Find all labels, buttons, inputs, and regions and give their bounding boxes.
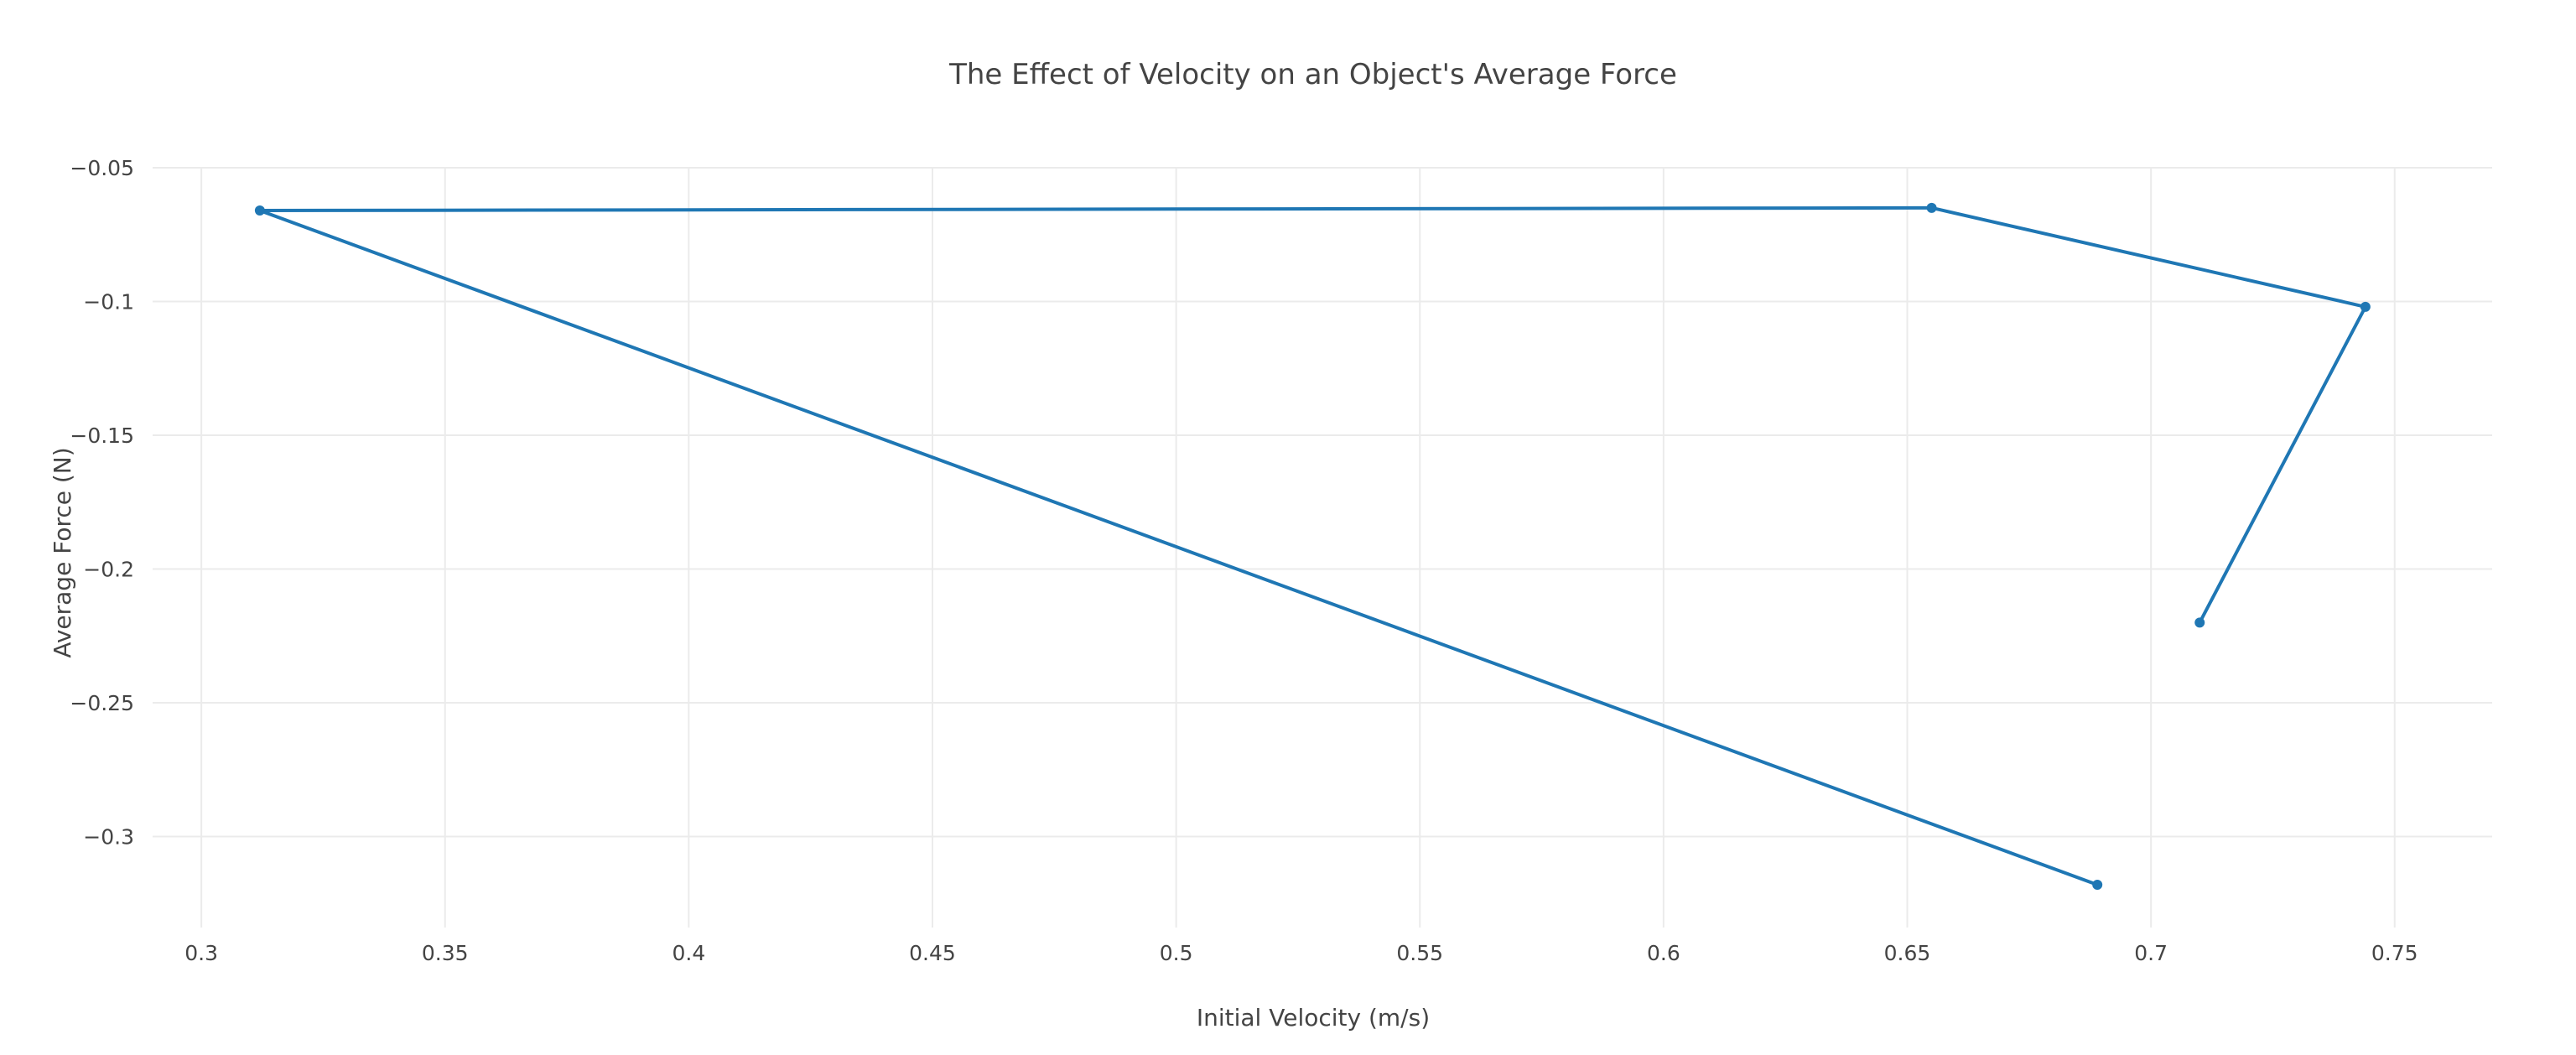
y-tick-label: −0.25 bbox=[70, 691, 134, 715]
x-tick-label: 0.4 bbox=[672, 941, 705, 965]
x-tick-label: 0.75 bbox=[2371, 941, 2418, 965]
data-point bbox=[2092, 879, 2103, 890]
y-axis-ticks: −0.05 −0.1 −0.15 −0.2 −0.25 −0.3 bbox=[70, 156, 134, 850]
x-tick-label: 0.65 bbox=[1884, 941, 1931, 965]
y-axis-label: Average Force (N) bbox=[49, 447, 76, 657]
y-tick-label: −0.15 bbox=[70, 424, 134, 448]
x-tick-label: 0.3 bbox=[184, 941, 218, 965]
x-axis-ticks: 0.3 0.35 0.4 0.45 0.5 0.55 0.6 0.65 0.7 0.75 bbox=[184, 941, 2418, 965]
data-point bbox=[2360, 301, 2371, 312]
y-tick-label: −0.1 bbox=[83, 290, 134, 314]
grid bbox=[153, 167, 2492, 928]
x-tick-label: 0.5 bbox=[1160, 941, 1193, 965]
y-tick-label: −0.2 bbox=[83, 558, 134, 582]
data-point bbox=[254, 205, 265, 216]
data-point bbox=[1926, 202, 1937, 213]
x-axis-label: Initial Velocity (m/s) bbox=[1197, 1004, 1430, 1032]
data-series bbox=[254, 202, 2371, 890]
x-tick-label: 0.45 bbox=[909, 941, 956, 965]
data-point bbox=[2194, 617, 2205, 628]
x-tick-label: 0.55 bbox=[1396, 941, 1443, 965]
x-tick-label: 0.35 bbox=[422, 941, 469, 965]
x-tick-label: 0.6 bbox=[1647, 941, 1680, 965]
y-tick-label: −0.05 bbox=[70, 156, 134, 180]
y-tick-label: −0.3 bbox=[83, 825, 134, 850]
chart-title: The Effect of Velocity on an Object's Av… bbox=[948, 58, 1677, 91]
x-tick-label: 0.7 bbox=[2134, 941, 2168, 965]
